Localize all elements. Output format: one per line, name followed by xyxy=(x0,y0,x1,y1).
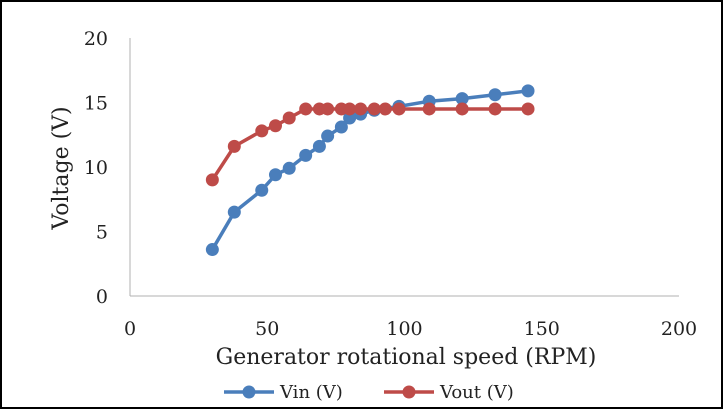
x-tick-label: 50 xyxy=(255,318,279,340)
x-tick-label: 200 xyxy=(661,318,697,340)
data-point xyxy=(422,102,436,116)
data-point xyxy=(205,173,219,187)
data-point xyxy=(367,102,381,116)
data-point xyxy=(282,111,296,125)
data-point xyxy=(321,102,335,116)
data-point xyxy=(343,111,357,125)
data-point xyxy=(268,119,282,133)
data-point xyxy=(455,92,469,106)
data-point xyxy=(255,124,269,138)
y-tick-label: 0 xyxy=(96,286,108,308)
data-point xyxy=(312,139,326,153)
y-axis-title: Voltage (V) xyxy=(49,106,74,230)
data-point xyxy=(282,161,296,175)
data-point xyxy=(521,102,535,116)
data-point xyxy=(227,139,241,153)
legend-label: Vin (V) xyxy=(279,382,343,403)
data-point xyxy=(205,243,219,257)
y-tick-label: 5 xyxy=(96,222,108,244)
legend-item: Vin (V) xyxy=(224,382,343,403)
x-tick-label: 150 xyxy=(524,318,560,340)
data-point xyxy=(521,84,535,98)
data-point xyxy=(299,148,313,162)
legend: Vin (V) Vout (V) xyxy=(224,382,514,403)
series-vout-v xyxy=(205,102,535,187)
data-point xyxy=(488,88,502,102)
data-point xyxy=(334,120,348,134)
series-layer xyxy=(205,84,535,257)
legend-item: Vout (V) xyxy=(384,382,514,403)
data-point xyxy=(378,102,392,116)
x-tick-label: 0 xyxy=(124,318,136,340)
y-tick-label: 20 xyxy=(84,28,108,50)
data-point xyxy=(392,102,406,116)
data-point xyxy=(299,102,313,116)
legend-label: Vout (V) xyxy=(439,382,514,403)
y-tick-label: 15 xyxy=(84,93,108,115)
y-tick-label: 10 xyxy=(84,157,108,179)
data-point xyxy=(488,102,502,116)
x-tick-label: 100 xyxy=(386,318,422,340)
data-point xyxy=(268,168,282,182)
legend-marker xyxy=(242,385,256,399)
data-point xyxy=(255,183,269,197)
data-point xyxy=(455,102,469,116)
data-point xyxy=(354,102,368,116)
data-point xyxy=(343,102,357,116)
data-point xyxy=(321,129,335,143)
legend-marker xyxy=(402,385,416,399)
series-line xyxy=(210,107,529,181)
x-axis-title: Generator rotational speed (RPM) xyxy=(216,345,597,370)
data-point xyxy=(227,205,241,219)
